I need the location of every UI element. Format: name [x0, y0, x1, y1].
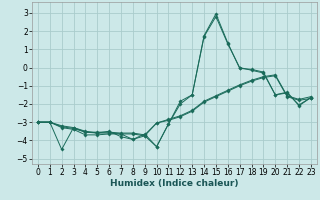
X-axis label: Humidex (Indice chaleur): Humidex (Indice chaleur): [110, 179, 239, 188]
